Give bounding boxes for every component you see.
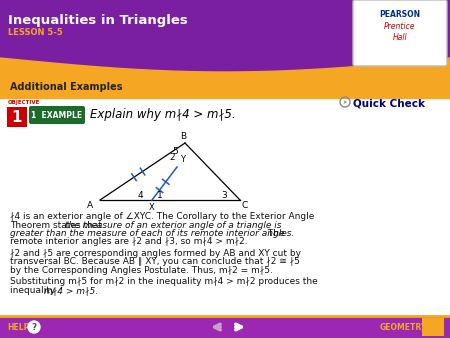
Bar [0, 316, 450, 338]
Text: remote interior angles are ∤2 and ∤3, so m∤4 > m∤2.: remote interior angles are ∤2 and ∤3, so… [10, 238, 248, 246]
Circle shape [28, 321, 40, 333]
Text: 4: 4 [137, 192, 143, 200]
Text: A: A [87, 201, 93, 210]
Text: GEOMETRY: GEOMETRY [379, 322, 427, 332]
Text: Additional Examples: Additional Examples [10, 82, 122, 92]
Text: Theorem states that: Theorem states that [10, 220, 105, 230]
Bar [0, 0, 450, 80]
Text: Prentice: Prentice [384, 22, 416, 31]
Text: Explain why m∤4 > m∤5.: Explain why m∤4 > m∤5. [90, 108, 236, 121]
Text: ➤: ➤ [343, 99, 347, 104]
Text: Y: Y [180, 155, 185, 164]
Text: greater than the measure of each of its remote interior angles.: greater than the measure of each of its … [10, 229, 294, 238]
Text: transversal BC. Because AB ∥ XY, you can conclude that ∤2 ≅ ∤5: transversal BC. Because AB ∥ XY, you can… [10, 258, 300, 266]
Text: PEARSON: PEARSON [379, 10, 421, 19]
Text: 3: 3 [221, 191, 227, 199]
Text: Inequalities in Triangles: Inequalities in Triangles [8, 14, 188, 27]
Text: Substituting m∤5 for m∤2 in the inequality m∤4 > m∤2 produces the: Substituting m∤5 for m∤2 in the inequali… [10, 277, 318, 287]
Text: ?: ? [32, 322, 36, 332]
Text: m∤4 > m∤5.: m∤4 > m∤5. [44, 286, 98, 295]
Text: C: C [242, 201, 248, 210]
Text: LESSON 5-5: LESSON 5-5 [8, 28, 63, 37]
Bar [0, 78, 450, 98]
FancyBboxPatch shape [353, 0, 447, 66]
FancyBboxPatch shape [29, 106, 85, 124]
Text: ∤4 is an exterior angle of ∠XYC. The Corollary to the Exterior Angle: ∤4 is an exterior angle of ∠XYC. The Cor… [10, 212, 315, 221]
Text: by the Corresponding Angles Postulate. Thus, m∤2 = m∤5.: by the Corresponding Angles Postulate. T… [10, 266, 273, 275]
Text: the measure of an exterior angle of a triangle is: the measure of an exterior angle of a tr… [65, 220, 282, 230]
Text: 5: 5 [172, 146, 178, 155]
Text: 1: 1 [157, 191, 163, 199]
Text: X: X [149, 203, 155, 212]
Text: inequality: inequality [10, 286, 58, 295]
FancyBboxPatch shape [422, 318, 444, 336]
Text: HELP: HELP [7, 322, 29, 332]
Text: Quick Check: Quick Check [353, 98, 425, 108]
Text: OBJECTIVE: OBJECTIVE [8, 100, 40, 105]
Text: Hall: Hall [393, 33, 407, 42]
Text: B: B [180, 132, 186, 141]
Text: 2: 2 [169, 152, 175, 162]
Text: 1: 1 [12, 110, 22, 124]
Text: ∤2 and ∤5 are corresponding angles formed by AB and XY cut by: ∤2 and ∤5 are corresponding angles forme… [10, 249, 301, 258]
Text: 1  EXAMPLE: 1 EXAMPLE [32, 111, 82, 120]
Text: The: The [265, 229, 284, 238]
FancyBboxPatch shape [7, 107, 27, 127]
